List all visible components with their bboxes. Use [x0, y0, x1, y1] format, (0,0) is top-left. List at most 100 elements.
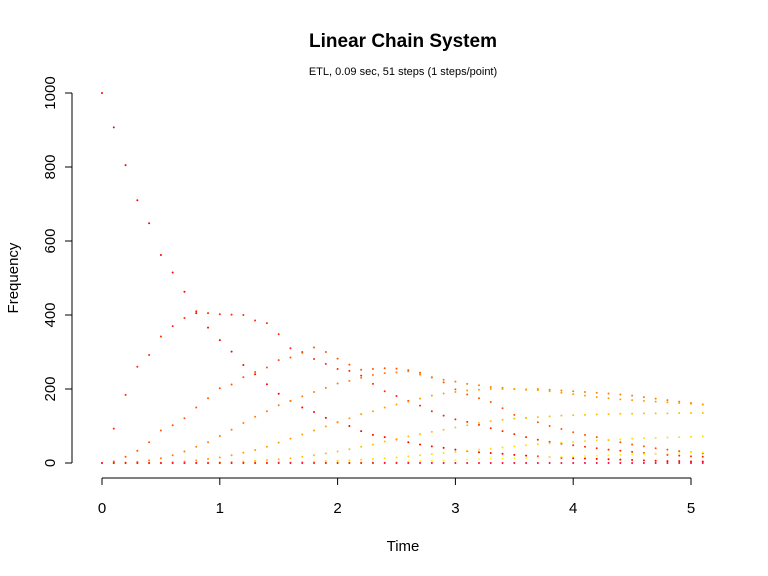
data-point: [348, 369, 351, 372]
data-point: [195, 310, 198, 313]
data-point: [407, 441, 410, 444]
y-tick-label: 200: [42, 376, 59, 401]
data-point: [654, 397, 657, 400]
data-point: [666, 436, 669, 439]
data-point: [136, 199, 139, 202]
data-point: [277, 392, 280, 395]
data-point: [678, 460, 681, 463]
data-point: [301, 351, 304, 354]
data-point: [595, 436, 598, 439]
data-point: [642, 396, 645, 399]
data-point: [701, 460, 704, 463]
data-point: [489, 386, 492, 389]
data-point: [301, 455, 304, 458]
y-tick-label: 1000: [42, 76, 59, 109]
data-point: [383, 457, 386, 460]
data-point: [207, 457, 210, 460]
data-point: [536, 456, 539, 459]
data-point: [136, 365, 139, 368]
data-point: [419, 404, 422, 407]
data-point: [513, 445, 516, 448]
data-point: [489, 388, 492, 390]
data-point: [230, 350, 233, 353]
data-point: [171, 462, 174, 464]
data-point: [560, 414, 563, 417]
data-point: [678, 462, 681, 464]
data-point: [678, 450, 681, 453]
data-point: [701, 451, 704, 454]
data-point: [207, 312, 210, 315]
data-point: [583, 413, 586, 416]
data-point: [619, 393, 622, 396]
data-point: [419, 454, 422, 457]
data-point: [642, 412, 645, 415]
data-point: [583, 454, 586, 457]
data-point: [301, 462, 304, 464]
data-point: [619, 438, 622, 441]
data-point: [324, 351, 327, 353]
data-point: [631, 399, 634, 402]
data-point: [348, 425, 351, 427]
data-point: [572, 444, 575, 447]
data-point: [666, 460, 669, 463]
data-point: [336, 357, 339, 360]
data-point: [383, 462, 386, 464]
data-point: [678, 400, 681, 403]
data-point: [254, 370, 257, 373]
data-point: [666, 401, 669, 404]
data-point: [301, 395, 304, 398]
data-point: [501, 407, 504, 410]
data-point: [654, 400, 657, 403]
data-point: [442, 392, 445, 395]
data-point: [583, 433, 586, 436]
data-point: [548, 425, 551, 427]
data-point: [642, 462, 645, 464]
data-point: [572, 440, 575, 443]
data-point: [148, 441, 151, 444]
series-8: [101, 451, 704, 464]
data-point: [348, 379, 351, 382]
data-point: [477, 384, 480, 387]
data-point: [265, 322, 268, 325]
data-point: [654, 447, 657, 450]
data-point: [489, 457, 492, 460]
data-point: [489, 452, 492, 455]
data-point: [419, 443, 422, 446]
data-point: [301, 433, 304, 436]
x-tick-label: 0: [98, 500, 106, 517]
data-point: [501, 452, 504, 455]
data-point: [254, 319, 257, 322]
data-point: [371, 433, 374, 436]
data-point: [265, 383, 268, 386]
data-point: [289, 347, 292, 350]
data-point: [265, 459, 268, 462]
series-1: [101, 92, 704, 463]
data-point: [395, 395, 398, 398]
data-point: [678, 454, 681, 457]
data-point: [690, 402, 692, 405]
data-point: [395, 462, 398, 464]
data-point: [195, 445, 198, 448]
data-point: [666, 453, 669, 456]
data-point: [477, 451, 480, 454]
series-6: [101, 412, 704, 464]
series-9: [101, 462, 704, 464]
data-point: [183, 290, 186, 293]
data-point: [536, 462, 539, 464]
data-point: [501, 388, 504, 390]
data-point: [525, 456, 528, 459]
data-point: [383, 436, 386, 439]
data-point: [383, 440, 386, 443]
data-point: [395, 456, 398, 459]
data-point: [371, 443, 374, 446]
data-point: [301, 406, 304, 409]
data-point: [678, 402, 681, 405]
data-point: [324, 416, 327, 419]
data-point: [218, 339, 221, 342]
data-point: [324, 460, 327, 463]
data-point: [159, 462, 162, 464]
data-point: [619, 412, 622, 415]
data-point: [701, 435, 704, 438]
data-point: [371, 457, 374, 460]
data-point: [348, 462, 351, 464]
